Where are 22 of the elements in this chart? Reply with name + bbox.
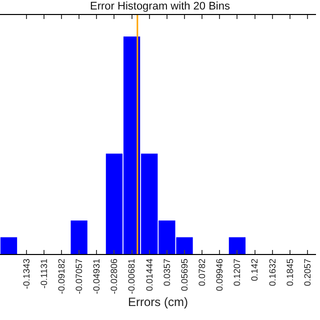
x-axis-title: Errors (cm) — [128, 295, 188, 310]
x-tick-label: -0.1343 — [21, 258, 32, 290]
x-tick-label: 0.2057 — [302, 258, 312, 286]
x-tick-label: -0.1131 — [38, 258, 49, 288]
x-tick-label: 0.142 — [250, 258, 260, 282]
x-tick-label: 0.0357 — [162, 258, 172, 286]
x-tick-label: 0.01444 — [144, 258, 154, 292]
bar — [228, 237, 246, 254]
x-tick-label: 0.05695 — [179, 258, 190, 292]
x-tick-label: 0.09946 — [214, 258, 225, 292]
x-tick-label: 0.1845 — [284, 258, 295, 286]
x-tick-label: -0.00681 — [126, 258, 137, 294]
x-tick-label: -0.02806 — [109, 258, 120, 294]
x-tick-label: 0.1632 — [267, 258, 278, 286]
bar — [70, 220, 88, 254]
x-tick-label: 0.0782 — [196, 258, 207, 286]
x-tick-label: -0.07057 — [74, 258, 84, 294]
x-tick-label: -0.09182 — [56, 258, 66, 294]
bar — [0, 237, 18, 254]
chart-title: Error Histogram with 20 Bins — [90, 0, 230, 12]
x-tick-label: 0.1207 — [232, 258, 242, 286]
x-tick-label: -0.04931 — [92, 258, 102, 294]
